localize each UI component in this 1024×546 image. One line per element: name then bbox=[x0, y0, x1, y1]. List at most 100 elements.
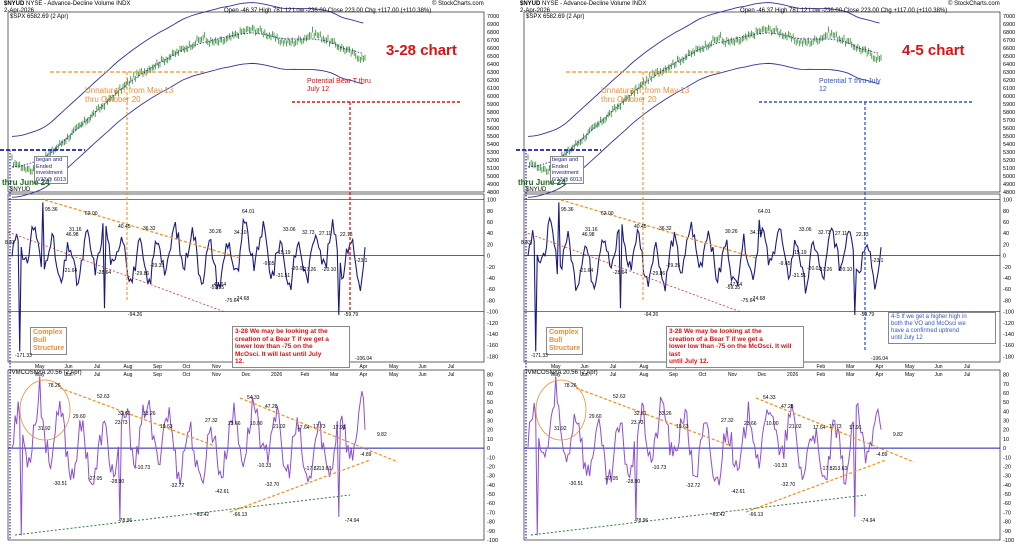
vo-point-label: 32.73 bbox=[302, 230, 315, 236]
mco-tick-label: -40 bbox=[1003, 483, 1011, 489]
mco-point-label: 27.32 bbox=[721, 418, 734, 424]
osc-label: !VMCOSNYA 20.56 (2 Apr) bbox=[526, 370, 598, 376]
mco-orange-trend-2 bbox=[755, 397, 915, 463]
month-label: Nov bbox=[212, 364, 221, 370]
month-label-osc: Apr bbox=[876, 372, 884, 378]
panel-frame-3 bbox=[523, 369, 1001, 541]
mco-point-label: 19.63 bbox=[160, 424, 173, 430]
mco-tick-label: 30 bbox=[487, 419, 493, 425]
mco-point-label: 17.91 bbox=[849, 425, 862, 431]
price-tick-label: 6300 bbox=[1003, 70, 1015, 76]
vo-point-label: -20.10 bbox=[838, 267, 853, 273]
mco-point-label: 17.73 bbox=[313, 424, 326, 430]
mco-tick-label: -20 bbox=[1003, 464, 1011, 470]
vo-point-label: -29.35 bbox=[150, 263, 165, 269]
vo-tick-label: -160 bbox=[487, 343, 498, 349]
vo-point-label: -74.68 bbox=[751, 296, 766, 302]
price-tick-label: 6100 bbox=[487, 86, 499, 92]
price-tick-label: 4800 bbox=[487, 190, 499, 196]
mco-tick-label: -80 bbox=[487, 520, 495, 526]
mco-point-label: 23.73 bbox=[631, 420, 644, 426]
price-tick-label: 5200 bbox=[1003, 158, 1015, 164]
vo-tick-label: -120 bbox=[487, 321, 498, 327]
mco-point-label: -13.63 bbox=[317, 466, 332, 472]
vo-point-label: 33.06 bbox=[799, 227, 812, 233]
mco-point-label: 54.33 bbox=[247, 395, 260, 401]
chart-svg: 7000690068006700660065006400630062006100… bbox=[516, 2, 1015, 544]
price-tick-label: 6000 bbox=[1003, 94, 1015, 100]
vo-label: $NYUD bbox=[526, 187, 547, 193]
vo-point-label: 30.26 bbox=[725, 229, 738, 235]
month-label: Apr bbox=[360, 364, 368, 370]
mco-tick-label: -80 bbox=[1003, 520, 1011, 526]
mco-tick-label: -50 bbox=[487, 492, 495, 498]
price-tick-label: 5500 bbox=[1003, 134, 1015, 140]
chart-panel-left: 7000 6900 6800 6700 6600 6500 6400 6300 6200 6100… bbox=[0, 0, 505, 546]
mco-point-label: 23.66 bbox=[228, 421, 241, 427]
month-label-osc: May bbox=[35, 372, 45, 378]
month-label: Jun bbox=[581, 364, 589, 370]
mco-green-trend bbox=[530, 494, 867, 536]
vo-point-label: -59.79 bbox=[344, 312, 359, 318]
vo-point-label: 32.73 bbox=[818, 230, 831, 236]
vo-point-label: -21.64 bbox=[579, 268, 594, 274]
vo-point-label: 33.06 bbox=[283, 227, 296, 233]
uptrend-note: 4-5 If we get a higher high in both the … bbox=[888, 312, 996, 344]
price-tick-label: 5900 bbox=[487, 102, 499, 108]
month-label: Oct bbox=[183, 364, 191, 370]
price-tick-label: 6000 bbox=[487, 94, 499, 100]
mco-point-label: -32.72 bbox=[170, 483, 185, 489]
month-label-osc: Jun bbox=[935, 372, 943, 378]
overlay-label: $SPX 6582.69 (2 Apr) bbox=[10, 14, 69, 20]
mco-tick-label: -40 bbox=[487, 483, 495, 489]
upper-band bbox=[527, 2, 880, 137]
price-tick-label: 5000 bbox=[487, 174, 499, 180]
month-label-osc: Jun bbox=[581, 372, 589, 378]
mco-point-label: 31.92 bbox=[554, 426, 567, 432]
vo-point-label: -94.26 bbox=[128, 312, 143, 318]
header-quote: Open -46.37 High 781.12 Low -236.00 Clos… bbox=[224, 8, 432, 14]
month-label: May bbox=[905, 364, 915, 370]
thru-june-note: thru June 24 bbox=[2, 178, 50, 187]
mco-point-label: -78.96 bbox=[118, 518, 133, 524]
mco-point-label: 78.26 bbox=[48, 383, 61, 389]
price-tick-label: 6500 bbox=[1003, 54, 1015, 60]
mco-line bbox=[527, 376, 882, 536]
mco-tick-label: 40 bbox=[1003, 409, 1009, 415]
mco-orange-trend bbox=[575, 387, 732, 447]
mco-point-label: 17.64 bbox=[813, 425, 826, 431]
month-label: Jun bbox=[935, 364, 943, 370]
unnatural-note: Unnatural T from May 13 thru October 20 bbox=[601, 86, 690, 104]
mco-point-label: 29.60 bbox=[589, 414, 602, 420]
vo-tick-label: -40 bbox=[1003, 276, 1011, 282]
price-tick-label: 4900 bbox=[487, 182, 499, 188]
price-tick-label: 6900 bbox=[1003, 22, 1015, 28]
month-label-osc: Aug bbox=[640, 372, 649, 378]
header-symbol: $NYUD bbox=[520, 1, 541, 7]
month-label-osc: 2026 bbox=[271, 372, 282, 378]
vo-point-label: -59.79 bbox=[860, 312, 875, 318]
vo-point-label: 31.16 bbox=[69, 227, 82, 233]
mco-point-label: 32.61 bbox=[634, 411, 647, 417]
vo-tick-label: -40 bbox=[487, 276, 495, 282]
vo-point-label: -171.33 bbox=[15, 353, 32, 359]
mco-point-label: -74.94 bbox=[345, 518, 360, 524]
mco-point-label: -63.42 bbox=[711, 512, 726, 518]
mco-point-label: 21.02 bbox=[789, 424, 802, 430]
vo-red-trend bbox=[7, 231, 226, 313]
complex-bull-ellipse bbox=[535, 379, 587, 441]
vo-point-label: 46.98 bbox=[582, 232, 595, 238]
mco-tick-label: 80 bbox=[1003, 373, 1009, 379]
vo-point-label: -59.35 bbox=[210, 285, 225, 291]
header-index-tag: INDX bbox=[116, 1, 131, 7]
price-tick-label: 5200 bbox=[487, 158, 499, 164]
vo-point-label: -23.1 bbox=[356, 258, 368, 264]
complex-bull-note: Complex Bull Structure bbox=[30, 327, 68, 355]
vo-point-label: 64.01 bbox=[242, 209, 255, 215]
price-tick-label: 5400 bbox=[487, 142, 499, 148]
mco-tick-label: 70 bbox=[1003, 382, 1009, 388]
month-label-osc: May bbox=[389, 372, 399, 378]
mco-tick-label: 20 bbox=[487, 428, 493, 434]
mco-tick-label: 60 bbox=[487, 391, 493, 397]
vo-point-label: -171.33 bbox=[531, 353, 548, 359]
